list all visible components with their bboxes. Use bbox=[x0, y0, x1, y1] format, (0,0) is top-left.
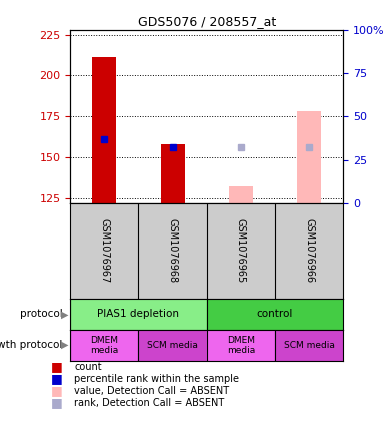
Text: ■: ■ bbox=[51, 372, 62, 385]
Text: DMEM
media: DMEM media bbox=[90, 335, 119, 355]
Text: ▶: ▶ bbox=[61, 310, 68, 319]
Bar bbox=[207, 330, 275, 361]
Bar bbox=[70, 299, 207, 330]
Bar bbox=[207, 299, 343, 330]
Bar bbox=[161, 144, 184, 203]
Text: GSM1076968: GSM1076968 bbox=[168, 218, 177, 283]
Bar bbox=[92, 58, 116, 203]
Text: protocol: protocol bbox=[20, 310, 62, 319]
Text: SCM media: SCM media bbox=[284, 341, 335, 350]
Bar bbox=[297, 111, 321, 203]
Text: count: count bbox=[74, 362, 102, 372]
Text: ■: ■ bbox=[51, 384, 62, 397]
Text: SCM media: SCM media bbox=[147, 341, 198, 350]
Text: ■: ■ bbox=[51, 360, 62, 373]
Bar bbox=[70, 330, 138, 361]
Text: control: control bbox=[257, 310, 293, 319]
Text: GSM1076965: GSM1076965 bbox=[236, 218, 246, 283]
Text: growth protocol: growth protocol bbox=[0, 340, 62, 350]
Bar bbox=[275, 330, 343, 361]
Text: GSM1076967: GSM1076967 bbox=[99, 218, 109, 283]
Text: ▶: ▶ bbox=[61, 340, 68, 350]
Text: percentile rank within the sample: percentile rank within the sample bbox=[74, 374, 239, 384]
Bar bbox=[229, 187, 253, 203]
Text: rank, Detection Call = ABSENT: rank, Detection Call = ABSENT bbox=[74, 398, 224, 408]
Text: GSM1076966: GSM1076966 bbox=[304, 218, 314, 283]
Bar bbox=[138, 330, 207, 361]
Text: DMEM
media: DMEM media bbox=[227, 335, 255, 355]
Text: PIAS1 depletion: PIAS1 depletion bbox=[98, 310, 179, 319]
Text: ■: ■ bbox=[51, 396, 62, 409]
Text: value, Detection Call = ABSENT: value, Detection Call = ABSENT bbox=[74, 386, 229, 396]
Title: GDS5076 / 208557_at: GDS5076 / 208557_at bbox=[138, 16, 276, 28]
